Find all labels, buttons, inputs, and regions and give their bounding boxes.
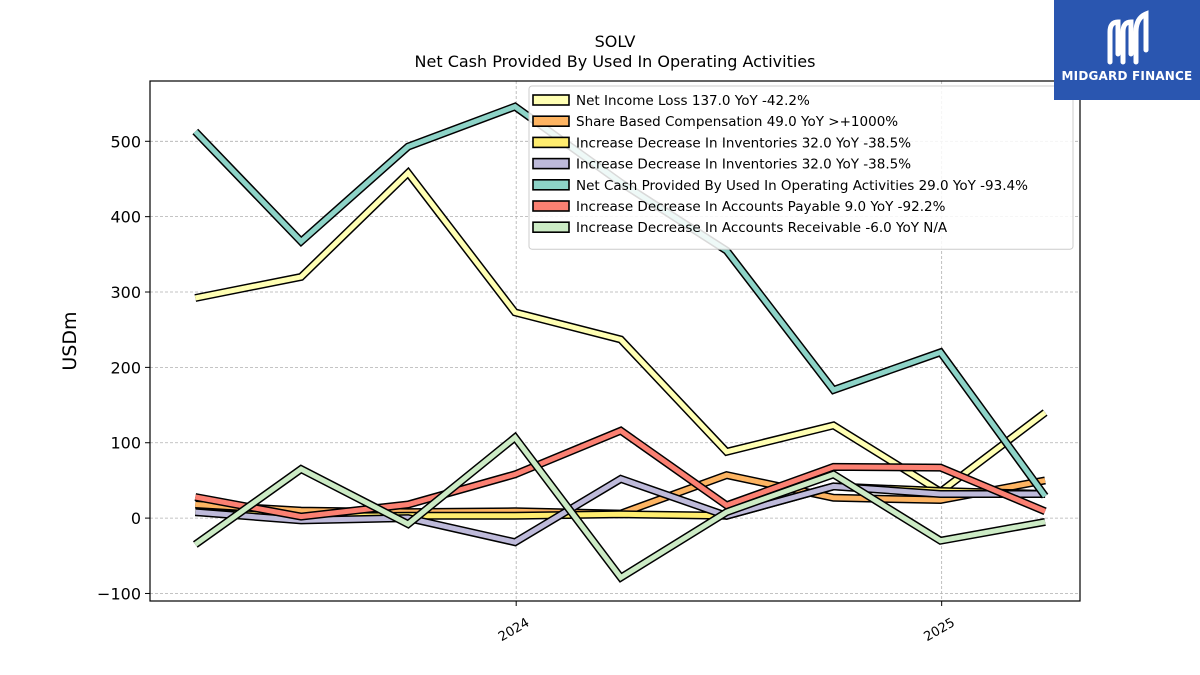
legend-entry-label: Increase Decrease In Accounts Payable 9.… xyxy=(576,199,946,215)
chart-title: SOLV xyxy=(594,32,636,51)
y-tick-label: 200 xyxy=(110,358,141,377)
y-tick-label: −100 xyxy=(97,584,141,603)
legend-swatch xyxy=(532,94,570,106)
x-axis: 2024 2025 xyxy=(496,601,958,645)
series-line-5 xyxy=(194,427,1047,520)
legend-entry-label: Share Based Compensation 49.0 YoY >+1000… xyxy=(576,114,898,130)
legend-swatch xyxy=(532,200,570,212)
y-tick-label: 100 xyxy=(110,434,141,453)
x-tick-label: 2024 xyxy=(496,615,532,645)
y-tick-label: 0 xyxy=(131,509,141,528)
midgard-finance-logo: MIDGARD FINANCE xyxy=(1054,0,1200,100)
plot-frame xyxy=(149,80,1081,602)
legend-swatch xyxy=(532,179,570,191)
legend: Net Income Loss 137.0 YoY -42.2% Share Ba… xyxy=(528,85,1074,250)
y-tick-label: 500 xyxy=(110,132,141,151)
legend-swatch xyxy=(532,221,570,233)
y-tick-label: 400 xyxy=(110,208,141,227)
series-line-6 xyxy=(193,433,1046,581)
logo-text: MIDGARD FINANCE xyxy=(1061,69,1193,83)
legend-swatch xyxy=(532,136,570,149)
chart-subtitle: Net Cash Provided By Used In Operating A… xyxy=(414,52,816,71)
midgard-logo-icon xyxy=(1107,10,1149,65)
series-lines xyxy=(192,102,1049,583)
series-line-3 xyxy=(195,476,1046,545)
legend-swatch xyxy=(532,157,570,170)
legend-entry-label: Net Cash Provided By Used In Operating A… xyxy=(576,178,1028,194)
y-axis: −100 0 100 200 300 400 500 xyxy=(97,132,150,603)
legend-entry-label: Net Income Loss 137.0 YoY -42.2% xyxy=(576,93,810,109)
x-tick-label: 2025 xyxy=(922,615,958,645)
legend-entry-label: Increase Decrease In Accounts Receivable… xyxy=(576,220,948,236)
legend-swatch xyxy=(532,115,570,127)
y-axis-label: USDm xyxy=(59,311,81,370)
y-tick-label: 300 xyxy=(110,283,141,302)
legend-entry-label: Increase Decrease In Inventories 32.0 Yo… xyxy=(576,135,911,151)
legend-entry-label: Increase Decrease In Inventories 32.0 Yo… xyxy=(576,157,911,173)
legend-box xyxy=(528,85,1074,250)
